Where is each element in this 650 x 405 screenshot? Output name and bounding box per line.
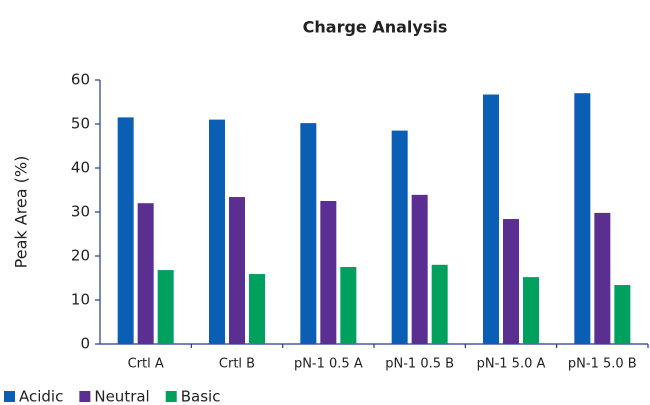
bar xyxy=(594,212,611,344)
legend-swatch xyxy=(79,391,91,402)
y-tick-label: 30 xyxy=(71,203,90,221)
bar xyxy=(614,285,631,344)
bar xyxy=(209,119,225,344)
bar xyxy=(523,277,539,344)
bar xyxy=(320,201,337,344)
y-tick-label: 60 xyxy=(71,71,90,89)
legend-swatch xyxy=(4,391,15,402)
bar xyxy=(229,197,245,344)
bar xyxy=(157,270,174,344)
y-axis-label: Peak Area (%) xyxy=(12,156,31,269)
y-tick-label: 50 xyxy=(71,115,90,133)
y-tick-label: 20 xyxy=(71,247,90,265)
y-tick-label: 40 xyxy=(71,159,90,177)
bar xyxy=(411,194,428,344)
bar xyxy=(483,94,499,345)
x-tick-label: pN-1 5.0 B xyxy=(568,357,637,372)
y-tick-label: 10 xyxy=(71,291,90,309)
bar xyxy=(431,264,448,344)
bar xyxy=(503,219,519,344)
bar xyxy=(574,93,591,344)
legend-label: Neutral xyxy=(94,388,149,405)
bar xyxy=(391,130,408,344)
chart-title: Charge Analysis xyxy=(303,18,448,37)
x-tick-label: pN-1 0.5 A xyxy=(294,357,363,372)
bar xyxy=(249,274,265,344)
x-tick-label: pN-1 0.5 B xyxy=(385,357,454,372)
bar xyxy=(300,123,317,345)
legend-label: Basic xyxy=(181,388,221,405)
bar xyxy=(137,203,154,344)
x-tick-label: Crtl B xyxy=(219,357,255,372)
x-tick-label: Crtl A xyxy=(128,357,164,372)
bar xyxy=(340,267,357,344)
x-tick-label: pN-1 5.0 A xyxy=(477,357,546,372)
legend-label: Acidic xyxy=(19,388,63,405)
bar xyxy=(117,117,134,345)
y-tick-label: 0 xyxy=(80,335,90,353)
legend-swatch xyxy=(165,391,177,402)
